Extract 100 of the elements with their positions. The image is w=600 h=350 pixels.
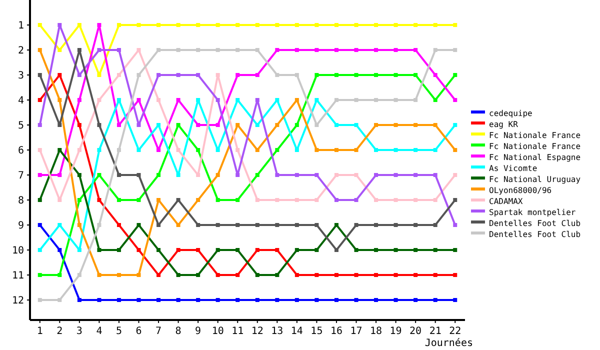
point (354, 73, 358, 77)
point (58, 198, 62, 202)
point (294, 298, 299, 302)
point (314, 73, 319, 77)
point (433, 248, 438, 252)
point (275, 148, 280, 152)
point (38, 98, 42, 102)
y-tick-label: 9 (18, 220, 24, 232)
point (58, 298, 62, 302)
point (236, 73, 240, 77)
y-tick-label: 8 (18, 196, 24, 206)
point (236, 298, 240, 302)
point (394, 23, 398, 27)
x-tick-label: 11 (232, 326, 244, 337)
point (77, 73, 82, 77)
point (314, 23, 319, 27)
point (374, 248, 378, 252)
legend-label: Fc Nationale France (489, 131, 581, 140)
legend-label: OLyon68000/96 (489, 186, 552, 195)
point (453, 273, 458, 277)
legend-label: As Vicomte (489, 164, 538, 173)
point (314, 248, 319, 252)
point (394, 148, 398, 152)
point (216, 273, 220, 277)
point (275, 48, 280, 52)
point (294, 273, 299, 277)
point (334, 198, 338, 202)
x-tick-label: 17 (350, 326, 362, 337)
point (196, 98, 200, 102)
point (196, 148, 200, 152)
x-axis-title: Journées (424, 338, 473, 349)
legend-label: cedequipe (489, 109, 533, 118)
line-series (38, 48, 458, 202)
point (176, 23, 180, 27)
legend-label: Fc Nationale France (489, 142, 581, 151)
point (433, 173, 438, 177)
point (294, 198, 299, 202)
x-tick-label: 8 (175, 326, 182, 337)
x-tick-label: 18 (370, 326, 382, 337)
point (314, 298, 319, 302)
point (156, 73, 161, 77)
point (196, 23, 200, 27)
point (255, 223, 260, 227)
point (176, 148, 180, 152)
point (275, 73, 280, 77)
point (196, 73, 200, 77)
x-tick-label: 7 (156, 326, 162, 337)
point (58, 173, 62, 177)
y-tick-label: 1 (18, 20, 24, 32)
point (176, 98, 180, 102)
point (255, 248, 260, 252)
point (77, 48, 82, 52)
point (414, 198, 418, 202)
point (354, 223, 358, 227)
point (156, 198, 161, 202)
point (196, 298, 200, 302)
x-tick-label: 12 (251, 326, 264, 337)
point (196, 223, 200, 227)
point (453, 48, 458, 52)
point (136, 148, 141, 152)
point (294, 98, 299, 102)
x-tick-label: 19 (390, 326, 402, 337)
point (374, 223, 378, 227)
point (77, 23, 82, 27)
y-tick-label: 2 (18, 46, 24, 56)
legend-label: Dentelles Foot Club (489, 230, 581, 239)
point (314, 98, 319, 102)
point (176, 223, 180, 227)
point (275, 273, 280, 277)
point (156, 123, 161, 127)
point (176, 198, 180, 202)
point (77, 198, 82, 202)
point (38, 273, 42, 277)
point (255, 23, 260, 27)
point (77, 273, 82, 277)
point (275, 198, 280, 202)
point (374, 73, 378, 77)
point (334, 98, 338, 102)
point (116, 73, 121, 77)
point (236, 273, 240, 277)
point (374, 123, 378, 127)
legend-label: CADAMAX (489, 197, 523, 206)
point (453, 298, 458, 302)
point (354, 173, 358, 177)
point (314, 48, 319, 52)
point (116, 298, 121, 302)
x-tick-label: 13 (271, 326, 284, 337)
point (294, 248, 299, 252)
point (38, 173, 42, 177)
point (38, 123, 42, 127)
point (453, 123, 458, 127)
point (58, 48, 62, 52)
point (354, 248, 358, 252)
point (433, 273, 438, 277)
point (116, 148, 121, 152)
point (156, 173, 161, 177)
point (453, 198, 458, 202)
point (196, 198, 200, 202)
point (156, 248, 161, 252)
point (433, 198, 438, 202)
